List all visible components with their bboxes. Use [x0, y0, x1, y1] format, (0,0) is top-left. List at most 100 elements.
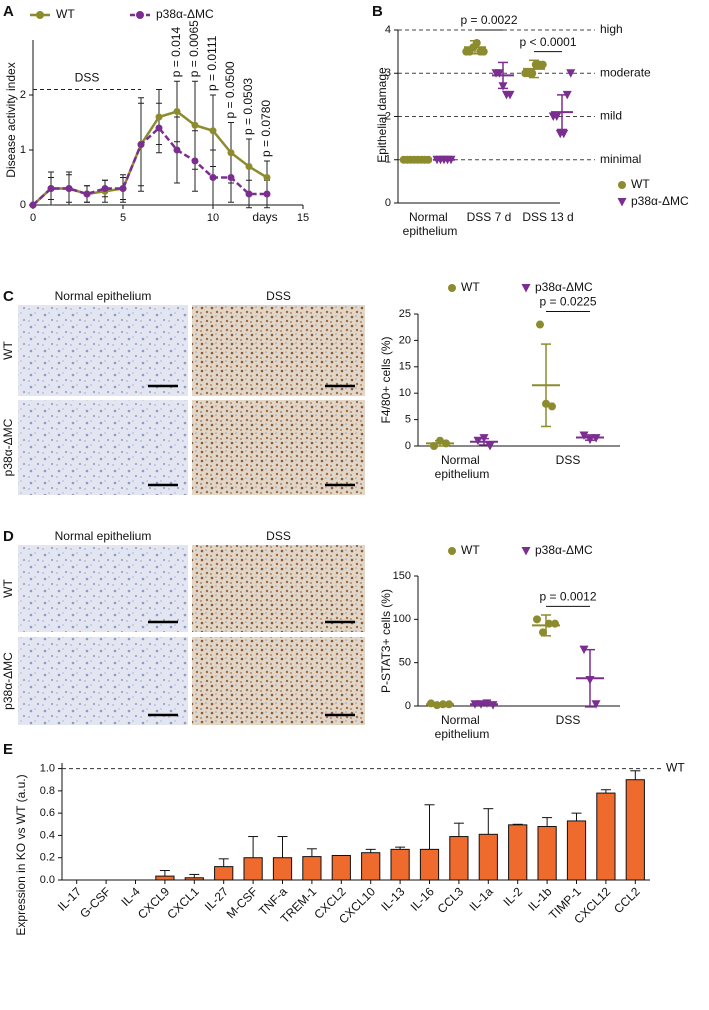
- row-label: WT: [1, 341, 15, 360]
- legend-label: WT: [461, 543, 480, 557]
- y-tick-label: 0: [405, 700, 411, 712]
- level-label: minimal: [600, 152, 641, 166]
- point: [263, 174, 271, 181]
- point: [539, 628, 547, 637]
- error-bar: [248, 836, 259, 858]
- error-bar: [600, 789, 611, 794]
- x-tick-label: CXCL9: [135, 884, 172, 921]
- legend-label: p38α-ΔMC: [631, 194, 689, 208]
- p-value: p = 0.0780: [259, 100, 273, 157]
- level-label: mild: [600, 109, 622, 123]
- level-label: moderate: [600, 65, 651, 79]
- panel-letter: A: [3, 3, 14, 20]
- legend-label: p38α-ΔMC: [535, 280, 593, 294]
- point: [562, 90, 572, 100]
- level-label: high: [600, 22, 623, 36]
- point: [227, 174, 235, 181]
- series-line: [32, 126, 267, 206]
- p-value: p < 0.0001: [519, 35, 576, 49]
- point: [528, 69, 537, 78]
- legend-label: WT: [631, 177, 650, 191]
- point: [566, 69, 576, 78]
- y-tick-label: 1: [20, 144, 26, 156]
- bar: [449, 836, 469, 881]
- x-tick-label: IL-2: [501, 884, 526, 909]
- row-label: p38α-ΔMC: [1, 418, 15, 476]
- period-label: DSS: [75, 71, 100, 85]
- bar: [361, 852, 381, 881]
- x-tick-label: M-CSF: [224, 884, 261, 921]
- error-bar: [306, 848, 317, 857]
- point: [47, 185, 55, 192]
- point: [548, 402, 556, 411]
- point: [209, 127, 217, 135]
- y-tick-label: 0.8: [40, 785, 55, 797]
- y-tick-label: 0.0: [40, 874, 55, 886]
- sd-bar: [529, 59, 539, 79]
- legend-marker: [36, 11, 44, 19]
- y-tick-label: 20: [399, 334, 411, 346]
- p-value: p = 0.0225: [539, 295, 596, 309]
- bar: [184, 877, 204, 881]
- point: [538, 60, 547, 69]
- bar: [243, 857, 263, 881]
- bar: [625, 779, 645, 881]
- sd-bar: [479, 702, 489, 706]
- point: [137, 141, 145, 148]
- x-tick-label: IL-1a: [466, 884, 495, 913]
- point: [579, 645, 589, 655]
- point: [65, 185, 73, 192]
- y-tick-label: 0.4: [40, 829, 55, 841]
- panel-letter: B: [372, 3, 383, 20]
- x-tick-label: IL-13: [378, 884, 407, 913]
- x-tick-label: 15: [297, 212, 309, 224]
- bar: [537, 826, 557, 881]
- point: [552, 112, 562, 121]
- point: [83, 190, 91, 198]
- sd-bar: [435, 702, 445, 706]
- legend-marker: [618, 181, 626, 189]
- legend-label: p38α-ΔMC: [156, 7, 214, 21]
- point: [245, 163, 253, 170]
- sd-bar: [470, 40, 480, 55]
- micrograph: [192, 400, 365, 495]
- point: [488, 701, 498, 710]
- y-tick-label: 15: [399, 361, 411, 373]
- y-axis-label: Disease activity index: [4, 62, 18, 177]
- bar: [331, 854, 351, 881]
- sd-bar: [585, 434, 595, 441]
- x-axis-label: days: [252, 210, 277, 224]
- p-value: p = 0.0012: [539, 590, 596, 604]
- error-bar: [365, 848, 376, 853]
- y-tick-label: 150: [393, 570, 411, 582]
- x-tick-label: IL-16: [408, 884, 437, 913]
- x-tick-label: CXCL1: [164, 884, 201, 921]
- p-value: p = 0.0503: [241, 78, 255, 135]
- x-tick-label: G-CSF: [77, 884, 113, 920]
- y-tick-label: 25: [399, 308, 411, 320]
- micrograph: [18, 637, 188, 725]
- label-line: Normal: [409, 210, 451, 224]
- x-tick-label: Normal epithelium: [435, 453, 490, 481]
- sd-bar: [541, 343, 551, 428]
- bar: [272, 857, 293, 881]
- error-bar: [542, 817, 553, 827]
- point: [505, 90, 515, 100]
- column-label: DSS: [266, 289, 291, 303]
- bar: [566, 820, 587, 881]
- y-tick-label: 5: [405, 414, 411, 426]
- y-tick-label: 0: [405, 440, 411, 452]
- y-tick-label: 0: [20, 199, 26, 211]
- x-tick-label: DSS 13 d: [522, 210, 573, 224]
- label-line: Normal: [441, 453, 483, 467]
- y-tick-label: 0.2: [40, 852, 55, 864]
- panel-letter: D: [3, 528, 14, 545]
- x-tick-label: DSS 7 d: [467, 210, 512, 224]
- error-bar: [159, 870, 170, 877]
- point: [479, 47, 488, 56]
- error-bar: [453, 822, 464, 837]
- p-value: p = 0.0111: [205, 35, 219, 91]
- row-label: WT: [1, 579, 15, 598]
- bar: [302, 856, 322, 881]
